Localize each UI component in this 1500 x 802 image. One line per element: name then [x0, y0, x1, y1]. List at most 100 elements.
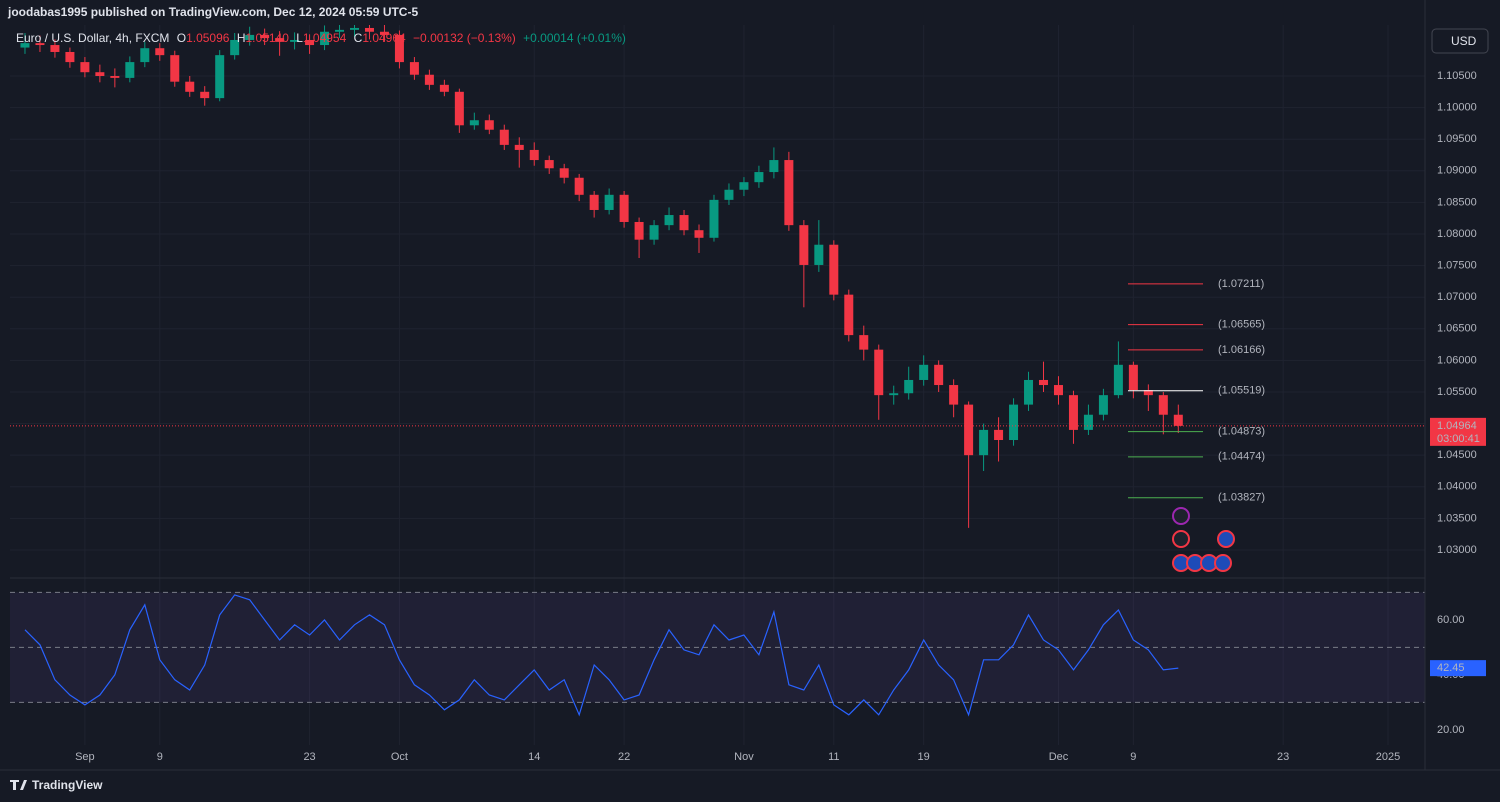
level-label: (1.06565) [1218, 319, 1265, 331]
y-tick-label: 1.10000 [1437, 102, 1477, 114]
candle-body [829, 244, 839, 295]
x-tick-label: 19 [918, 751, 930, 763]
rsi [24, 594, 1179, 717]
candle-body [1053, 385, 1063, 396]
currency[interactable]: USD [1451, 34, 1477, 48]
o-label: O [177, 31, 186, 45]
candle-body [65, 51, 75, 63]
x-tick-label: 14 [528, 751, 540, 763]
candle-body [1143, 390, 1153, 396]
last-price-box [1430, 417, 1486, 446]
candle-body [275, 38, 285, 42]
l-value: 1.04954 [303, 31, 347, 45]
candle-body [424, 74, 434, 85]
candle-body [709, 199, 719, 238]
candle-body [350, 27, 360, 30]
event-icon [1172, 530, 1190, 548]
candle-body [125, 62, 135, 78]
footer-logo [10, 780, 27, 790]
candle-body [1173, 414, 1183, 426]
candle-body [499, 129, 509, 145]
candle-body [754, 172, 764, 183]
candle-body [245, 34, 255, 40]
candle-body [724, 189, 734, 200]
candle-body [1128, 364, 1138, 391]
candles [20, 25, 1183, 528]
level-label: (1.06166) [1218, 344, 1265, 356]
x-tick-label: 23 [303, 751, 315, 763]
c-value: 1.04964 [362, 31, 406, 45]
candle-body [1039, 379, 1049, 386]
h-label: H [237, 31, 246, 45]
x-tick-label: Oct [391, 751, 408, 763]
x-tick-label: Dec [1049, 751, 1069, 763]
candle-body [200, 91, 210, 99]
h-value: 1.05140 [245, 31, 289, 45]
x-tick-label: Sep [75, 751, 95, 763]
candle-body [874, 349, 884, 396]
candle-body [320, 31, 330, 46]
candle-body [1158, 395, 1168, 415]
x-tick-label: 11 [828, 751, 839, 763]
candle-body [904, 379, 914, 394]
y-tick-label: 1.07000 [1437, 291, 1477, 303]
currency-button[interactable] [1431, 28, 1489, 54]
candle-body [469, 120, 479, 126]
y-tick-label: 1.07500 [1437, 259, 1477, 271]
candle-body [50, 45, 60, 52]
candle-body [110, 75, 120, 78]
candle-body [994, 429, 1004, 441]
candle-body [364, 27, 374, 32]
candle-body [409, 62, 419, 75]
y-tick-label: 1.08000 [1437, 228, 1477, 240]
candle-body [439, 84, 449, 92]
candle-body [1113, 364, 1123, 396]
candle-body [949, 385, 959, 405]
candle-body [290, 39, 300, 42]
rsi-line [24, 594, 1179, 717]
y-tick-label: 1.09000 [1437, 165, 1477, 177]
level-label: (1.04873) [1218, 426, 1265, 438]
level-label: (1.04474) [1218, 451, 1265, 463]
footer-brand: TradingView [32, 778, 103, 792]
event-icon [1217, 530, 1235, 548]
l-label: L [296, 31, 303, 45]
event-icons [1172, 507, 1235, 572]
candle-body [529, 149, 539, 161]
extra-change: +0.00014 (+0.01%) [523, 31, 626, 45]
y-tick-label: 1.03000 [1437, 544, 1477, 556]
candle-body [35, 43, 45, 46]
candle-body [514, 144, 524, 150]
countdown: 03:00:41 [1437, 433, 1480, 445]
x-tick-label: 2025 [1376, 751, 1400, 763]
y-tick-label: 1.05500 [1437, 386, 1477, 398]
symbol: Euro / U.S. Dollar, 4h, FXCM [16, 31, 169, 45]
y-tick-label: 1.09500 [1437, 133, 1477, 145]
x-tick-label: Nov [734, 751, 754, 763]
candle-body [20, 43, 30, 48]
publisher: joodabas1995 published on TradingView.co… [7, 5, 418, 19]
event-icon [1172, 507, 1190, 525]
y-tick-label: 1.08500 [1437, 196, 1477, 208]
candle-body [379, 31, 389, 35]
candle-body [484, 120, 494, 130]
y-tick-label: 1.03500 [1437, 512, 1477, 524]
candle-body [739, 182, 749, 190]
x-tick-label: 23 [1277, 751, 1289, 763]
candle-body [1083, 414, 1093, 430]
candle-body [95, 72, 105, 76]
level-label: (1.05519) [1218, 385, 1265, 397]
candle-body [454, 91, 464, 126]
last-price-label: 1.04964 [1437, 420, 1477, 432]
candle-body [394, 34, 404, 63]
candle-body [185, 81, 195, 92]
candle-body [1009, 404, 1019, 441]
y-tick-label: 1.10500 [1437, 70, 1477, 82]
change: −0.00132 (−0.13%) [413, 31, 516, 45]
overlay: 1.030001.035001.040001.045001.050001.055… [10, 70, 1486, 763]
candle-body [230, 39, 240, 56]
x-tick-label: 9 [1130, 751, 1136, 763]
candle-body [619, 194, 629, 222]
candle-body [769, 160, 779, 173]
rsi-value-label: 42.45 [1437, 662, 1465, 674]
